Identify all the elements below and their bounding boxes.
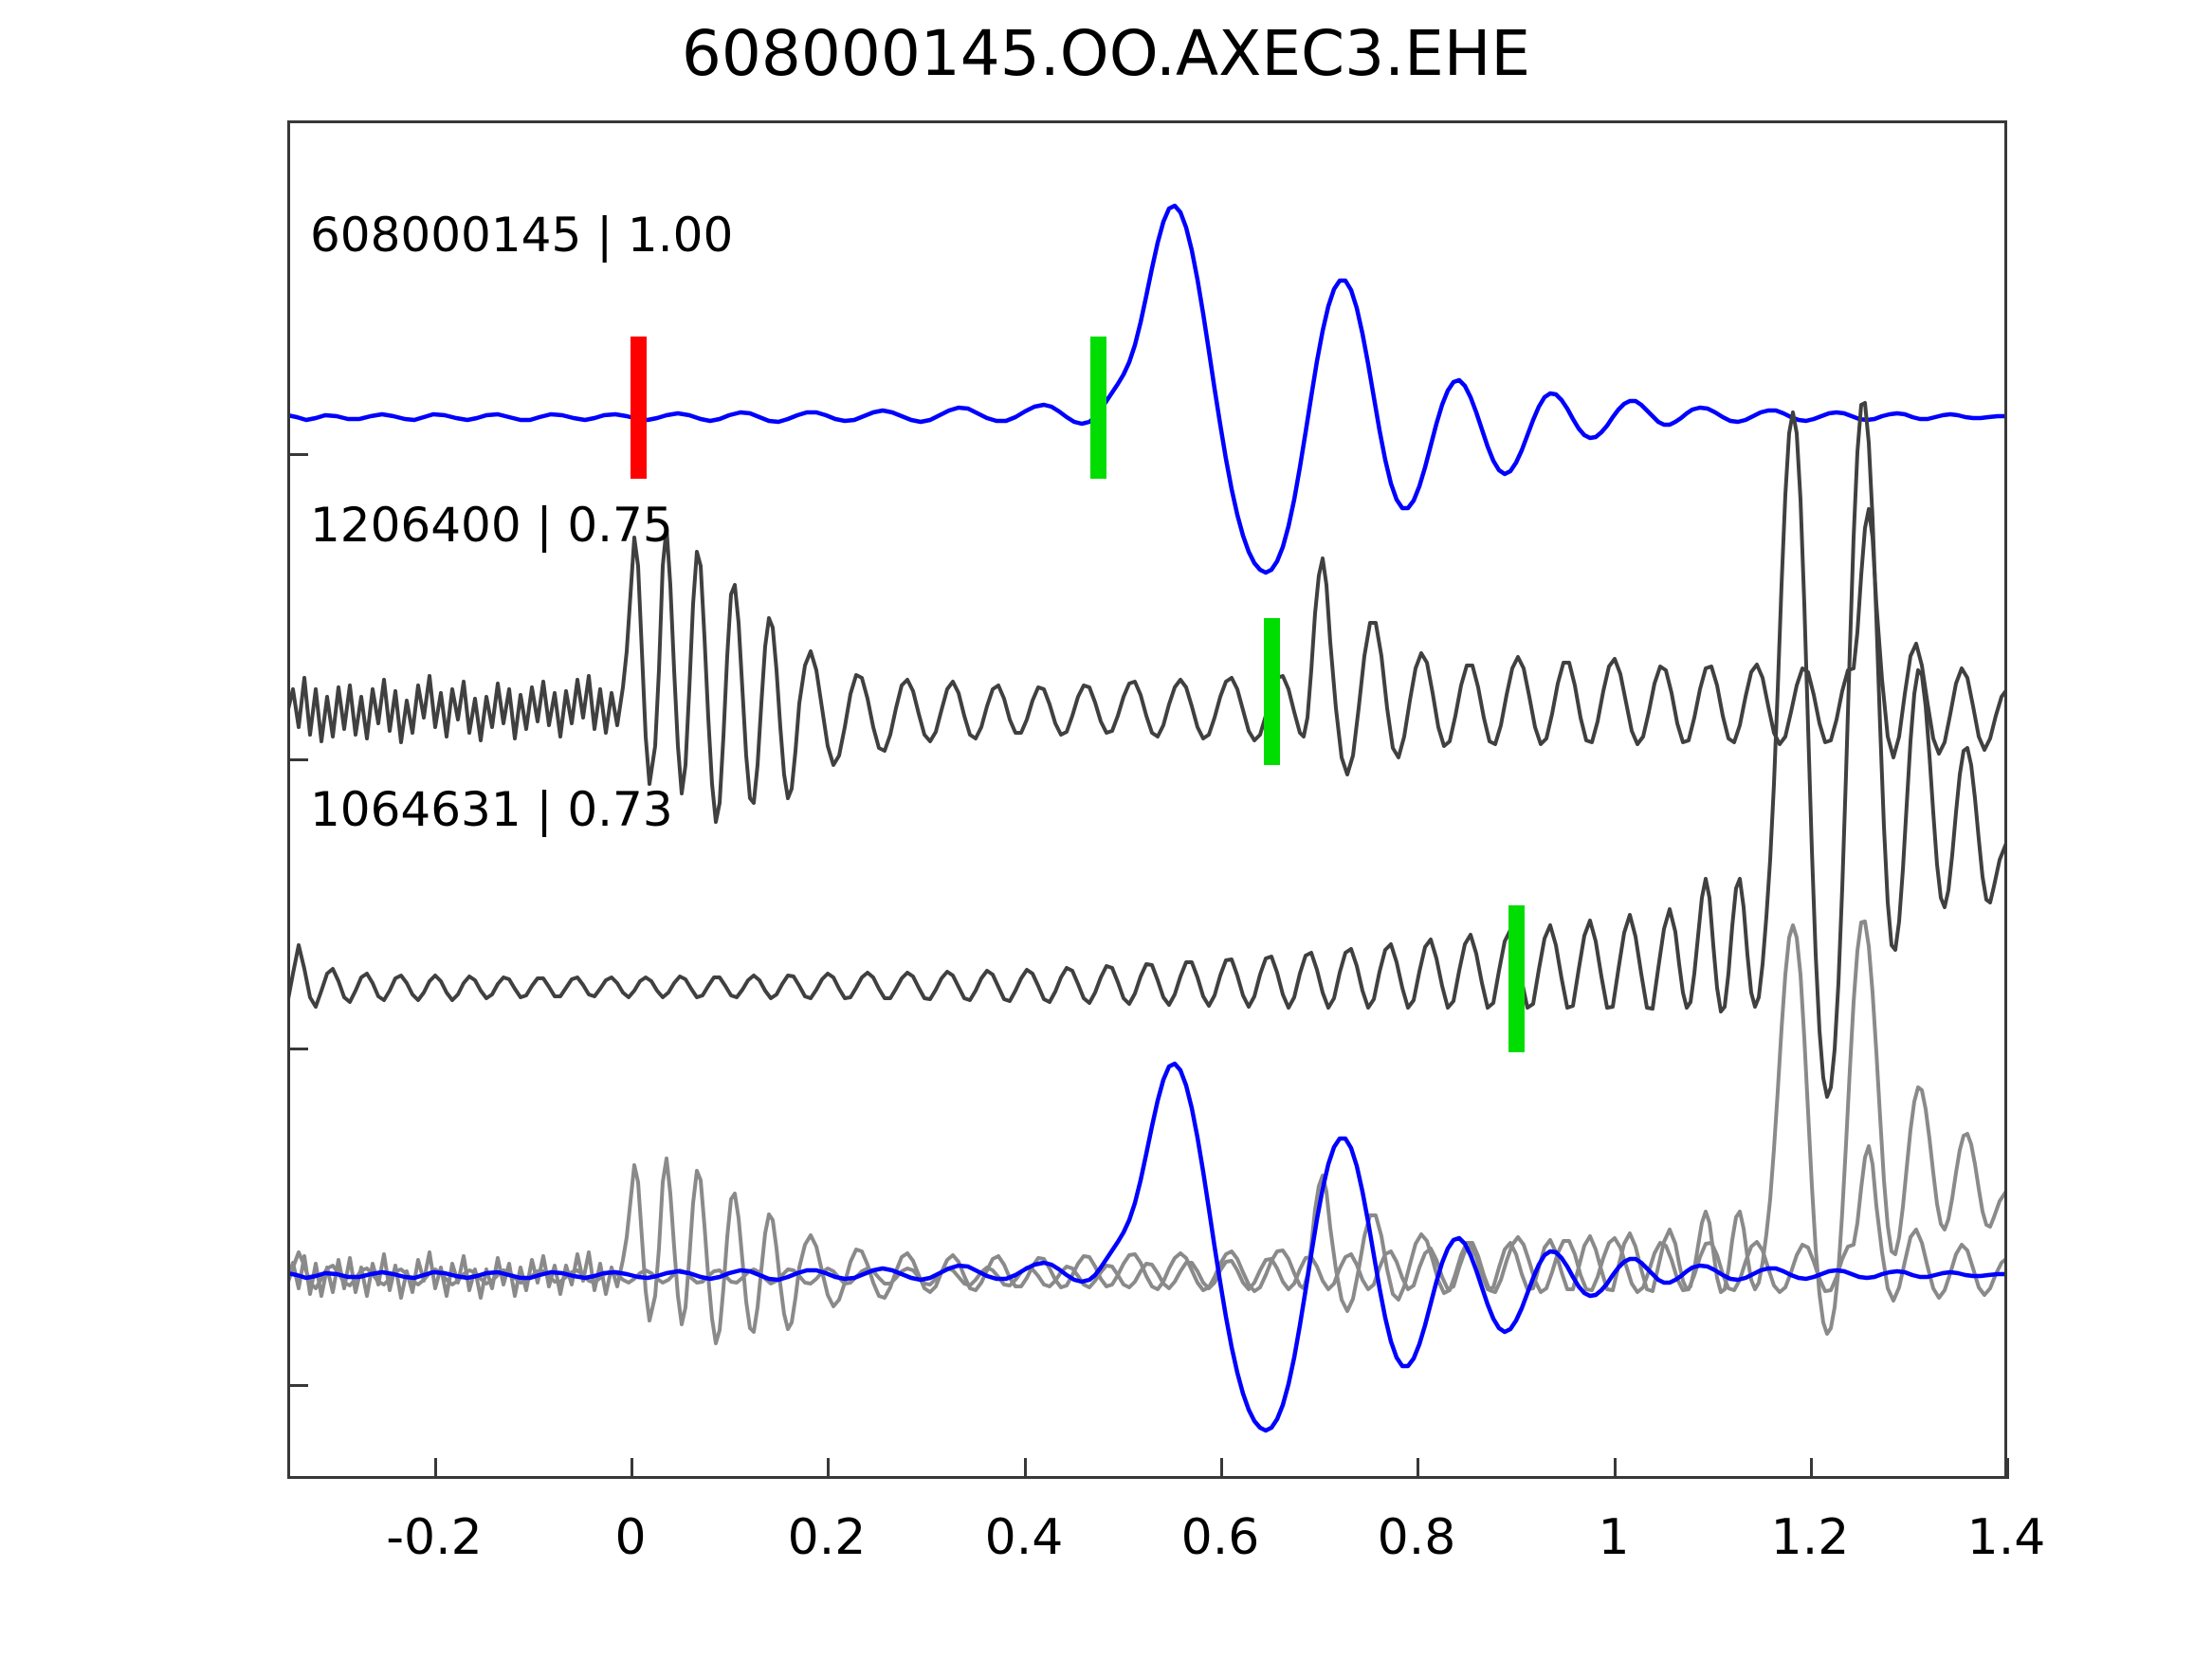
xtick-mark bbox=[2006, 1458, 2009, 1479]
waveform-trace-3 bbox=[287, 401, 2007, 1099]
waveform-canvas bbox=[287, 203, 2007, 1433]
xtick-mark bbox=[631, 1458, 633, 1479]
pick-marker-red-trace-1 bbox=[631, 337, 647, 479]
trace-label-3: 1064631 | 0.73 bbox=[310, 782, 673, 837]
xtick-label-0: -0.2 bbox=[386, 1509, 483, 1566]
xtick-label-3: 0.4 bbox=[984, 1509, 1064, 1566]
xtick-label-4: 0.6 bbox=[1180, 1509, 1260, 1566]
xtick-mark bbox=[1220, 1458, 1223, 1479]
ytick-mark bbox=[287, 453, 308, 456]
overlay-trace-blue bbox=[287, 1061, 2007, 1433]
pick-marker-green-trace-3 bbox=[1508, 905, 1525, 1052]
xtick-label-5: 0.8 bbox=[1377, 1509, 1456, 1566]
pick-marker-green-trace-2 bbox=[1264, 618, 1280, 765]
ytick-mark bbox=[287, 1048, 308, 1050]
xtick-label-8: 1.4 bbox=[1966, 1509, 2046, 1566]
xtick-mark bbox=[1614, 1458, 1617, 1479]
xtick-mark bbox=[1024, 1458, 1027, 1479]
xtick-label-2: 0.2 bbox=[787, 1509, 867, 1566]
overlay-trace-gray-a bbox=[287, 1144, 2007, 1345]
xtick-mark bbox=[1810, 1458, 1813, 1479]
trace-label-1: 608000145 | 1.00 bbox=[310, 208, 734, 263]
xtick-mark bbox=[434, 1458, 437, 1479]
overlay-trace-gray-b bbox=[287, 920, 2007, 1336]
trace-label-2: 1206400 | 0.75 bbox=[310, 498, 673, 553]
xtick-mark bbox=[1417, 1458, 1419, 1479]
pick-marker-green-trace-1 bbox=[1090, 337, 1106, 479]
waveform-trace-2 bbox=[287, 507, 2007, 824]
xtick-mark bbox=[827, 1458, 830, 1479]
page-title: 608000145.OO.AXEC3.EHE bbox=[681, 17, 1531, 90]
ytick-mark bbox=[287, 758, 308, 761]
plot-axes: 608000145 | 1.00 1206400 | 0.75 1064631 … bbox=[287, 120, 2009, 1479]
waveform-trace-1 bbox=[287, 203, 2007, 575]
xtick-label-1: 0 bbox=[614, 1509, 647, 1566]
ytick-mark bbox=[287, 1384, 308, 1387]
xtick-label-6: 1 bbox=[1598, 1509, 1630, 1566]
xtick-label-7: 1.2 bbox=[1770, 1509, 1850, 1566]
